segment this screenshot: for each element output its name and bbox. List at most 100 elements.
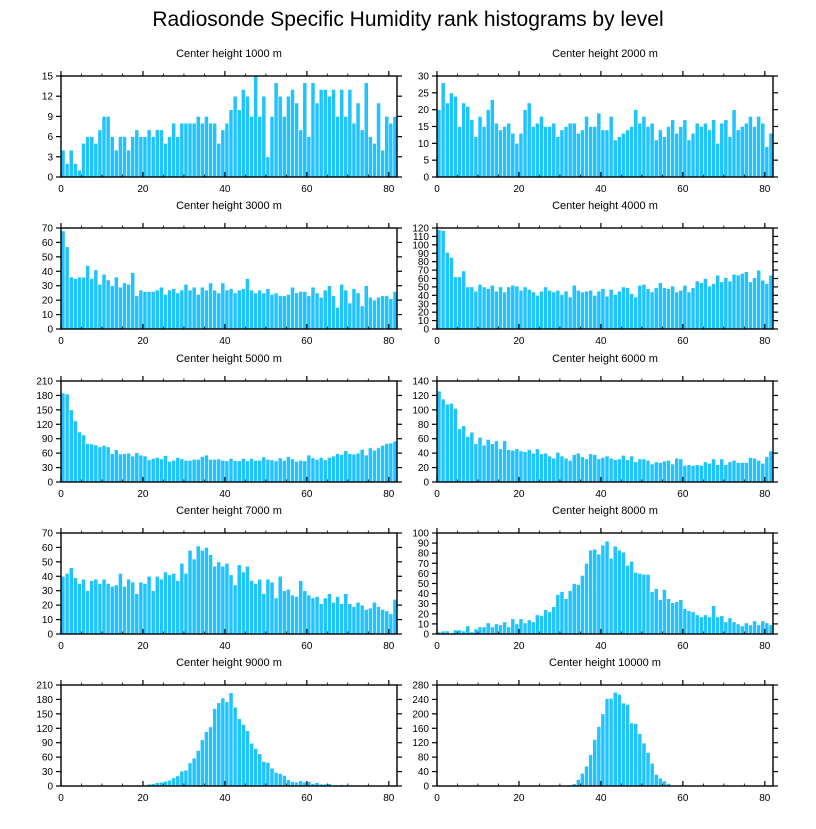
bar [740, 273, 744, 329]
bar [720, 123, 724, 177]
bar [564, 291, 568, 329]
bar [593, 127, 597, 178]
x-tick-label: 40 [595, 793, 607, 804]
x-tick-label: 20 [137, 184, 149, 195]
bar [372, 300, 376, 329]
bar [503, 441, 507, 482]
bar [151, 291, 155, 329]
bar [736, 130, 740, 177]
bar [389, 299, 393, 329]
bar [650, 592, 654, 634]
bar [519, 290, 523, 329]
bar [544, 287, 548, 329]
bar [740, 626, 744, 634]
bar [282, 460, 286, 482]
bar [348, 303, 352, 329]
bar [527, 450, 531, 482]
y-tick-label: 180 [36, 391, 53, 402]
bar [535, 123, 539, 177]
bar [94, 270, 98, 329]
bar [576, 780, 580, 786]
bar [515, 286, 519, 329]
bar [196, 750, 200, 786]
bar [728, 462, 732, 482]
bar [73, 421, 77, 482]
y-tick-label: 50 [418, 579, 430, 590]
bar [494, 441, 498, 482]
bar [327, 457, 331, 482]
bar [630, 127, 634, 178]
bar [209, 283, 213, 329]
panel-title: Center height 10000 m [549, 657, 661, 669]
y-tick-label: 150 [36, 405, 53, 416]
bar [703, 123, 707, 177]
bar [155, 576, 159, 634]
bar [761, 621, 765, 634]
bar [511, 133, 515, 177]
bar [184, 284, 188, 329]
bar [340, 455, 344, 482]
bar [482, 287, 486, 329]
bar [666, 127, 670, 178]
bar [544, 127, 548, 178]
bar [270, 294, 274, 329]
bar [315, 596, 319, 634]
bar [151, 591, 155, 634]
bar [720, 616, 724, 634]
bar [204, 455, 208, 482]
bar [732, 622, 736, 634]
bar [245, 96, 249, 177]
bar [457, 429, 461, 482]
panel-title: Center height 4000 m [552, 200, 658, 212]
bar [597, 113, 601, 177]
bar [707, 130, 711, 177]
bar [621, 287, 625, 329]
bar [192, 287, 196, 329]
x-tick-label: 40 [595, 641, 607, 652]
bar [523, 623, 527, 634]
bar [732, 274, 736, 329]
bar [548, 290, 552, 329]
bar [646, 752, 650, 786]
bar [757, 625, 761, 634]
bar [486, 439, 490, 482]
bar [106, 447, 110, 482]
bar [806, 623, 810, 634]
bar [585, 563, 589, 634]
bar [490, 285, 494, 329]
bar [482, 445, 486, 482]
bar [699, 465, 703, 482]
x-tick-label: 40 [219, 793, 231, 804]
bar [336, 454, 340, 482]
y-tick-label: 12 [42, 92, 54, 103]
bar [601, 714, 605, 786]
bar [494, 624, 498, 634]
bar [192, 758, 196, 786]
bar [646, 289, 650, 329]
bar [691, 612, 695, 634]
y-tick-label: 180 [36, 695, 53, 706]
bar [748, 282, 752, 329]
bar [172, 289, 176, 329]
bar [482, 627, 486, 634]
y-tick-label: 30 [418, 72, 430, 83]
y-tick-label: 90 [42, 738, 54, 749]
bar [139, 582, 143, 634]
bar [225, 290, 229, 329]
y-tick-label: 70 [42, 529, 54, 540]
bar [147, 130, 151, 177]
bar [327, 594, 331, 634]
bar [601, 545, 605, 634]
bar [299, 460, 303, 482]
y-tick-label: 20 [418, 463, 430, 474]
bars [61, 393, 397, 482]
bar [262, 457, 266, 482]
bar [712, 606, 716, 634]
bar [683, 465, 687, 482]
bar [258, 460, 262, 482]
y-tick-label: 10 [418, 139, 430, 150]
bar [266, 289, 270, 329]
bar [73, 578, 77, 634]
bar [646, 460, 650, 482]
bar [163, 294, 167, 329]
